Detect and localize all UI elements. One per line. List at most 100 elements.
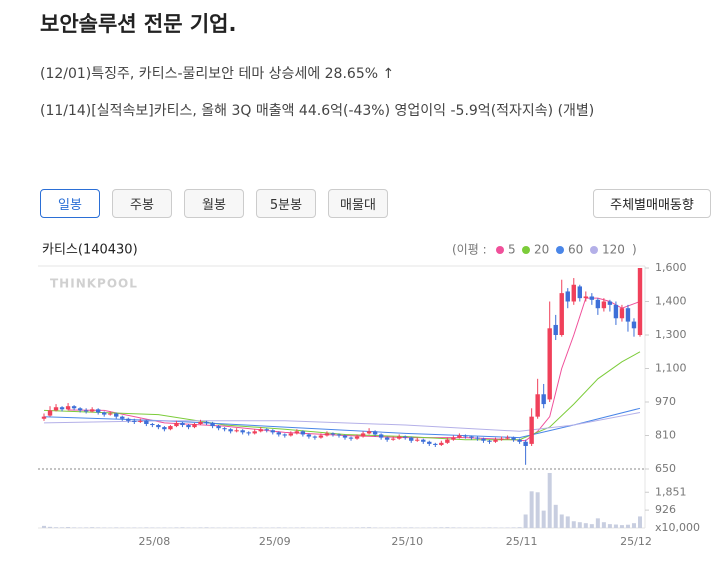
y-tick-label: 1,600 [655, 261, 687, 274]
candle-body [619, 308, 625, 319]
volume-bar [541, 510, 546, 528]
candle-body [487, 440, 492, 442]
volume-bar [96, 527, 101, 528]
candle-body [481, 438, 486, 441]
candle-body [306, 434, 312, 437]
volume-bar [300, 527, 305, 528]
volume-bar [577, 522, 582, 528]
volume-bar [174, 527, 179, 528]
tab[interactable]: 월봉 [184, 189, 244, 218]
volume-bar [198, 527, 203, 528]
volume-bar [397, 527, 402, 528]
volume-bar [517, 527, 522, 528]
candle-body [372, 431, 378, 435]
candle-body [378, 434, 384, 438]
candle-body [47, 410, 53, 416]
volume-bar [324, 527, 329, 528]
y-tick-label: 810 [655, 429, 676, 442]
candle-body [168, 426, 173, 430]
candle-body [493, 439, 498, 442]
candle-body [505, 437, 510, 439]
x-tick-label: 25/09 [259, 535, 291, 548]
candle-body [144, 420, 149, 424]
candle-body [415, 439, 420, 441]
volume-bar [565, 516, 570, 528]
legend-label: 120 [602, 243, 625, 257]
candle-body [150, 423, 155, 426]
candle-body [475, 437, 480, 439]
candle-body [276, 432, 281, 435]
news-item[interactable]: (12/01)특징주, 카티스-물리보안 테마 상승세에 28.65% ↑ [40, 66, 395, 82]
candle-body [174, 422, 179, 427]
volume-bar [523, 514, 528, 528]
y-tick-label: 1,100 [655, 362, 687, 375]
tab[interactable]: 주봉 [112, 189, 172, 218]
volume-tick-label: 926 [655, 503, 676, 516]
candle-body [312, 436, 318, 438]
candle-body [469, 436, 474, 438]
chart-title: 카티스(140430) [42, 243, 138, 258]
candle-body [210, 422, 215, 427]
volume-bar [589, 524, 594, 528]
candle-body [95, 409, 101, 413]
candle-body [409, 437, 414, 441]
candle-body [565, 291, 570, 302]
candle-body [162, 427, 167, 430]
tab[interactable]: 5분봉 [256, 189, 316, 218]
candle-body [445, 439, 450, 443]
volume-bar [367, 527, 372, 528]
candle-body [180, 422, 185, 426]
candle-body [613, 304, 619, 319]
candle-body [559, 293, 564, 335]
candle-body [571, 284, 576, 302]
moving-average [43, 351, 641, 441]
candle-body [499, 438, 504, 440]
tab[interactable]: 매물대 [328, 189, 388, 218]
candle-body [41, 416, 47, 419]
candle-body [601, 301, 607, 309]
candle-body [83, 410, 89, 412]
volume-bar [252, 527, 257, 528]
candle-body [511, 437, 516, 440]
page-title: 보안솔루션 전문 기업. [40, 12, 237, 36]
legend-title: (이평 : [452, 243, 487, 257]
volume-bar [559, 514, 564, 528]
volume-bar [48, 526, 53, 528]
volume-bar [511, 527, 516, 528]
volume-bar [90, 527, 95, 528]
candle-body [463, 435, 468, 437]
candle-body [126, 418, 131, 421]
volume-bar [487, 527, 492, 528]
volume-bar [42, 525, 46, 528]
candle-body [264, 429, 269, 431]
candle-body [427, 441, 432, 444]
candle-body [294, 431, 300, 434]
volume-bar [54, 527, 59, 528]
news-item[interactable]: (11/14)[실적속보]카티스, 올해 3Q 매출액 44.6억(-43%) … [40, 103, 595, 119]
candle-body [204, 421, 209, 423]
legend-label: 5 [508, 243, 516, 257]
candle-body [65, 406, 71, 410]
candle-body [89, 409, 95, 412]
volume-bar [583, 523, 588, 528]
candle-body [547, 328, 552, 400]
volume-unit: x10,000 [655, 521, 700, 534]
volume-bar [445, 527, 450, 528]
candle-body [390, 438, 396, 440]
candle-body [240, 430, 245, 433]
candle-body [625, 308, 631, 322]
candle-body [523, 441, 528, 446]
candle-body [583, 296, 589, 299]
candle-body [360, 433, 366, 437]
candle-body [589, 296, 595, 300]
x-tick-label: 25/10 [391, 535, 423, 548]
x-tick-label: 25/11 [506, 535, 538, 548]
candle-body [186, 425, 191, 428]
tab[interactable]: 일봉 [40, 189, 100, 218]
candle-body [108, 413, 113, 415]
side-button[interactable]: 주체별매매동향 [593, 189, 711, 218]
volume-bar [433, 527, 438, 528]
candle-body [330, 433, 336, 435]
volume-bar [601, 522, 606, 528]
